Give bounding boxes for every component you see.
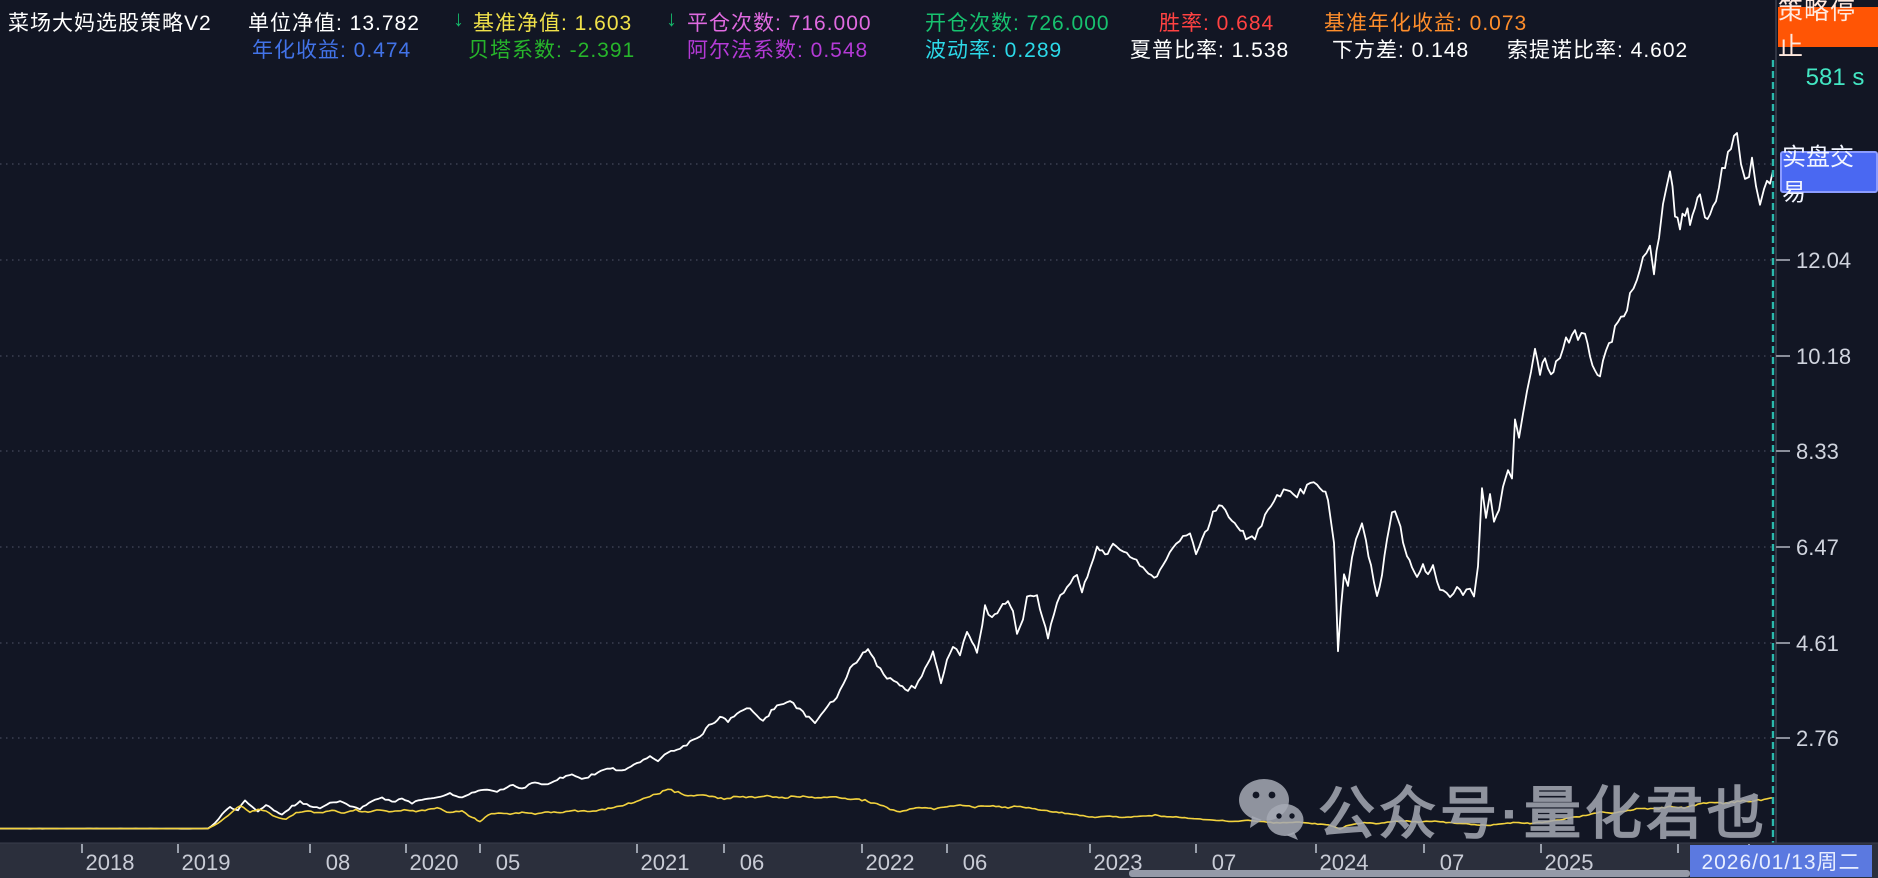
live-trading-button[interactable]: 实盘交易 (1780, 144, 1878, 206)
stat-平仓次数: 平仓次数: 716.000 (687, 12, 872, 35)
stat-贝塔系数: 贝塔系数: -2.391 (468, 39, 636, 62)
strategy-net-value-line (0, 132, 1774, 830)
stat-波动率: 波动率: 0.289 (925, 39, 1063, 62)
stat-年化收益: 年化收益: 0.474 (252, 39, 412, 62)
cursor-date-label: 2026/01/13周二 (1690, 845, 1872, 877)
y-axis-label: 4.61 (1796, 631, 1839, 656)
stat-胜率: 胜率: 0.684 (1159, 12, 1275, 35)
x-axis-label: 2021 (641, 850, 690, 875)
y-axis-label: 8.33 (1796, 439, 1839, 464)
x-axis-label: 2020 (410, 850, 459, 875)
benchmark-net-value-line (0, 788, 1774, 830)
y-axis-label: 6.47 (1796, 535, 1839, 560)
scrollbar-thumb[interactable] (1129, 870, 1690, 877)
down-arrow-icon: ↓ (453, 6, 464, 31)
stat-夏普比率: 夏普比率: 1.538 (1130, 39, 1290, 62)
stat-基准年化收益: 基准年化收益: 0.073 (1324, 12, 1528, 35)
x-axis-label: 08 (326, 850, 350, 875)
stat-单位净值: 单位净值: 13.782 (248, 12, 420, 35)
down-arrow-icon: ↓ (666, 6, 677, 31)
x-axis-label: 2019 (182, 850, 231, 875)
x-axis-label: 2018 (86, 850, 135, 875)
stat-下方差: 下方差: 0.148 (1332, 39, 1470, 62)
y-axis-label: 10.18 (1796, 344, 1851, 369)
y-axis-label: 2.76 (1796, 726, 1839, 751)
x-axis-label: 06 (740, 850, 764, 875)
stat-基准净值: 基准净值: 1.603 (473, 12, 633, 35)
x-axis-label: 05 (496, 850, 520, 875)
stat-索提诺比率: 索提诺比率: 4.602 (1507, 39, 1689, 62)
strategy-title: 菜场大妈选股策略V2 (8, 12, 212, 35)
strategy-stop-button[interactable]: 策略停止 (1778, 0, 1878, 61)
stat-阿尔法系数: 阿尔法系数: 0.548 (687, 39, 869, 62)
y-axis-label: 12.04 (1796, 248, 1851, 273)
x-axis-label: 2022 (866, 850, 915, 875)
x-axis-label: 06 (963, 850, 987, 875)
stat-开仓次数: 开仓次数: 726.000 (925, 12, 1110, 35)
elapsed-time-label: 581 s (1805, 64, 1865, 91)
